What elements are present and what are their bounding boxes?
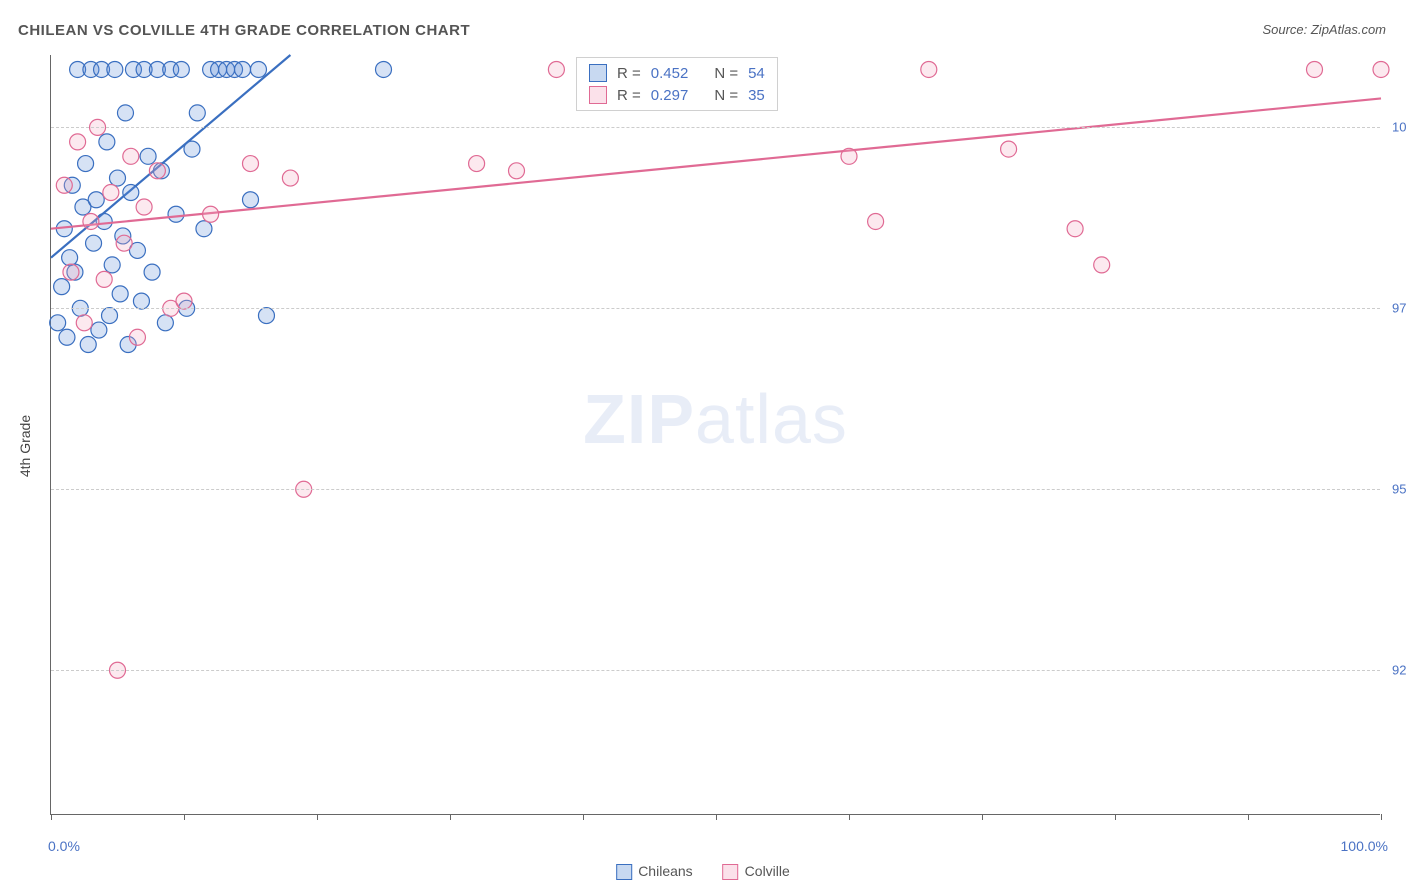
y-tick-label: 100.0%	[1384, 120, 1406, 135]
r-value-colville: 0.297	[651, 87, 689, 104]
y-tick-label: 97.5%	[1384, 301, 1406, 316]
swatch-colville	[589, 86, 607, 104]
y-tick-label: 92.5%	[1384, 663, 1406, 678]
stats-legend: R = 0.452 N = 54 R = 0.297 N = 35	[576, 57, 778, 111]
swatch-chileans-icon	[616, 864, 632, 880]
swatch-colville-icon	[723, 864, 739, 880]
chart-title: CHILEAN VS COLVILLE 4TH GRADE CORRELATIO…	[18, 22, 470, 39]
legend-item-chileans: Chileans	[616, 863, 692, 880]
x-min-label: 0.0%	[48, 838, 80, 854]
chart-svg	[51, 55, 1380, 814]
source-attribution: Source: ZipAtlas.com	[1262, 22, 1386, 37]
x-max-label: 100.0%	[1341, 838, 1388, 854]
n-value-colville: 35	[748, 87, 765, 104]
legend-item-colville: Colville	[723, 863, 790, 880]
r-label: R =	[617, 87, 641, 104]
y-axis-label: 4th Grade	[17, 415, 33, 477]
stats-row-chileans: R = 0.452 N = 54	[577, 62, 777, 84]
bottom-legend: Chileans Colville	[616, 863, 790, 880]
n-value-chileans: 54	[748, 65, 765, 82]
n-label: N =	[714, 87, 738, 104]
n-label: N =	[714, 65, 738, 82]
r-label: R =	[617, 65, 641, 82]
plot-area: ZIPatlas 92.5%95.0%97.5%100.0% R = 0.452…	[50, 55, 1380, 815]
y-tick-label: 95.0%	[1384, 482, 1406, 497]
r-value-chileans: 0.452	[651, 65, 689, 82]
swatch-chileans	[589, 64, 607, 82]
stats-row-colville: R = 0.297 N = 35	[577, 84, 777, 106]
legend-label-chileans: Chileans	[638, 863, 692, 879]
legend-label-colville: Colville	[745, 863, 790, 879]
